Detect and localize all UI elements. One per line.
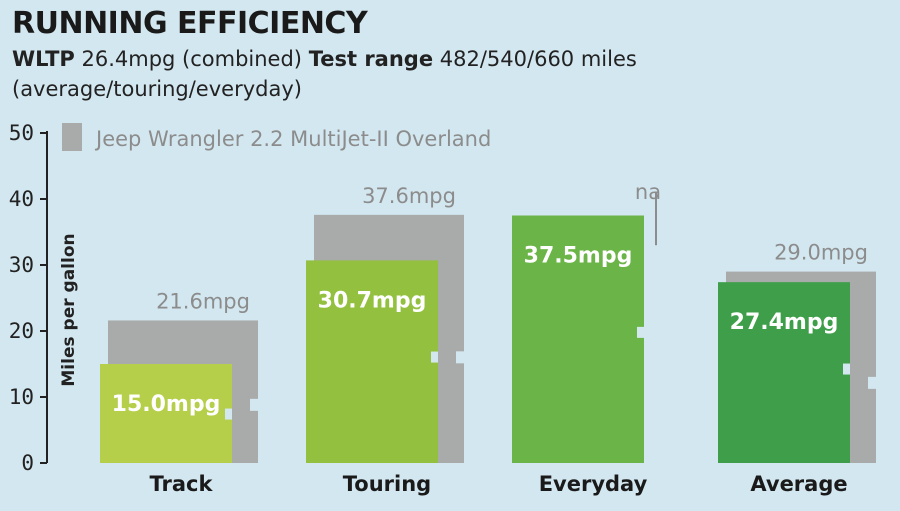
category-label: Track [150, 472, 214, 496]
green-value-label: 37.5mpg [524, 244, 633, 269]
y-tick-label: 40 [9, 187, 34, 211]
bars-group: 21.6mpg 15.0mpg Track 37.6mpg 30.7mpg Touring… [100, 180, 876, 496]
category-label: Average [750, 472, 847, 496]
category-label: Touring [343, 472, 431, 496]
category-label: Everyday [539, 472, 648, 496]
grey-bar-notch [250, 398, 258, 411]
green-bar-everyday [512, 215, 644, 463]
y-tick-label: 10 [9, 385, 34, 409]
grey-value-label: 29.0mpg [774, 241, 868, 265]
legend-swatch [62, 123, 82, 151]
grey-bar-notch [868, 376, 876, 389]
green-bar-track [100, 364, 232, 463]
grey-value-label: 21.6mpg [156, 289, 250, 313]
legend-label: Jeep Wrangler 2.2 MultiJet-II Overland [94, 127, 491, 151]
wltp-value: 26.4mpg (combined) [81, 47, 302, 71]
green-value-label: 30.7mpg [318, 288, 427, 313]
y-tick-label: 0 [21, 451, 34, 475]
y-axis-label: Miles per gallon [59, 233, 79, 386]
range-value: 482/540/660 miles [439, 47, 637, 71]
chart-subtitle: WLTP 26.4mpg (combined) Test range 482/5… [12, 44, 892, 104]
green-value-label: 27.4mpg [730, 310, 839, 335]
green-bar-notch [225, 408, 232, 420]
green-bar-notch [843, 363, 850, 375]
y-tick-label: 20 [9, 319, 34, 343]
green-bar-average [718, 282, 850, 463]
y-tick-label: 30 [9, 253, 34, 277]
green-value-label: 15.0mpg [112, 392, 221, 417]
y-axis: 0 10 20 30 40 50 [9, 121, 48, 475]
grey-value-label: 37.6mpg [362, 184, 456, 208]
chart-title: RUNNING EFFICIENCY [12, 6, 368, 41]
grey-value-label: na [635, 180, 661, 204]
grey-bar-notch [456, 351, 464, 364]
green-bar-touring [306, 260, 438, 463]
green-bar-notch [431, 351, 438, 363]
wltp-key: WLTP [12, 47, 75, 71]
range-key: Test range [308, 47, 434, 71]
green-bar-notch [637, 326, 644, 338]
y-tick-label: 50 [9, 121, 34, 145]
range-note: (average/touring/everyday) [12, 77, 302, 101]
